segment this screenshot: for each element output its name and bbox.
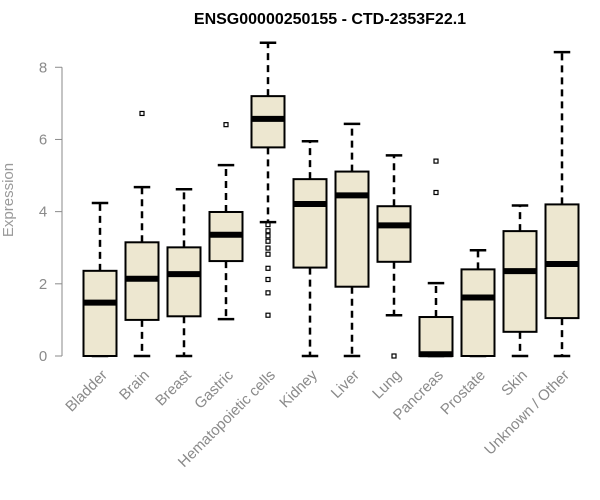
y-tick-label: 0: [39, 348, 47, 365]
x-tick-label: Prostate: [437, 367, 489, 419]
iqr-box: [166, 246, 202, 318]
iqr-box: [292, 178, 328, 269]
outlier-point: [265, 290, 271, 296]
box-unknown-other: [544, 50, 580, 358]
outlier-point: [265, 245, 271, 251]
outlier-point: [391, 353, 397, 359]
y-axis: 0 2 4 6 8: [39, 59, 63, 365]
y-tick-label: 2: [39, 276, 47, 293]
box-skin: [502, 204, 538, 358]
iqr-box: [460, 268, 496, 357]
y-tick-label: 4: [39, 204, 47, 221]
box-breast: [166, 188, 202, 358]
outlier-point: [265, 251, 271, 257]
outlier-point: [265, 233, 271, 239]
x-tick-label: Lung: [369, 367, 405, 403]
x-tick-label: Bladder: [62, 367, 111, 416]
outlier-point: [265, 265, 271, 271]
outlier-point: [265, 222, 271, 228]
y-tick-label: 8: [39, 59, 47, 76]
outlier-point: [433, 158, 439, 164]
box-gastric: [208, 122, 244, 321]
iqr-box: [334, 170, 370, 288]
iqr-box: [82, 269, 118, 358]
iqr-box: [376, 205, 412, 263]
box-prostate: [460, 249, 496, 358]
box-hematopoietic-cells: [250, 41, 286, 318]
iqr-box: [502, 230, 538, 333]
iqr-box: [418, 316, 454, 357]
box-brain: [124, 110, 160, 358]
outlier-point: [433, 189, 439, 196]
box-bladder: [82, 201, 118, 358]
outlier-point: [265, 228, 271, 234]
y-tick-label: 6: [39, 131, 47, 148]
box-lung: [376, 154, 412, 359]
x-tick-label: Breast: [152, 366, 195, 409]
x-tick-label: Skin: [498, 367, 531, 400]
outlier-point: [265, 238, 271, 244]
y-axis-label: Expression: [0, 163, 17, 237]
x-tick-label: Brain: [116, 367, 153, 404]
box-liver: [334, 122, 370, 358]
outlier-point: [139, 110, 145, 117]
outlier-point: [223, 122, 229, 128]
x-tick-label: Kidney: [276, 366, 321, 411]
outlier-point: [265, 312, 271, 318]
boxes-group: [82, 41, 580, 359]
chart-title: ENSG00000250155 - CTD-2353F22.1: [194, 11, 466, 28]
box-kidney: [292, 140, 328, 358]
x-tick-label: Liver: [328, 367, 363, 402]
outlier-point: [265, 276, 271, 283]
box-pancreas: [418, 158, 454, 358]
